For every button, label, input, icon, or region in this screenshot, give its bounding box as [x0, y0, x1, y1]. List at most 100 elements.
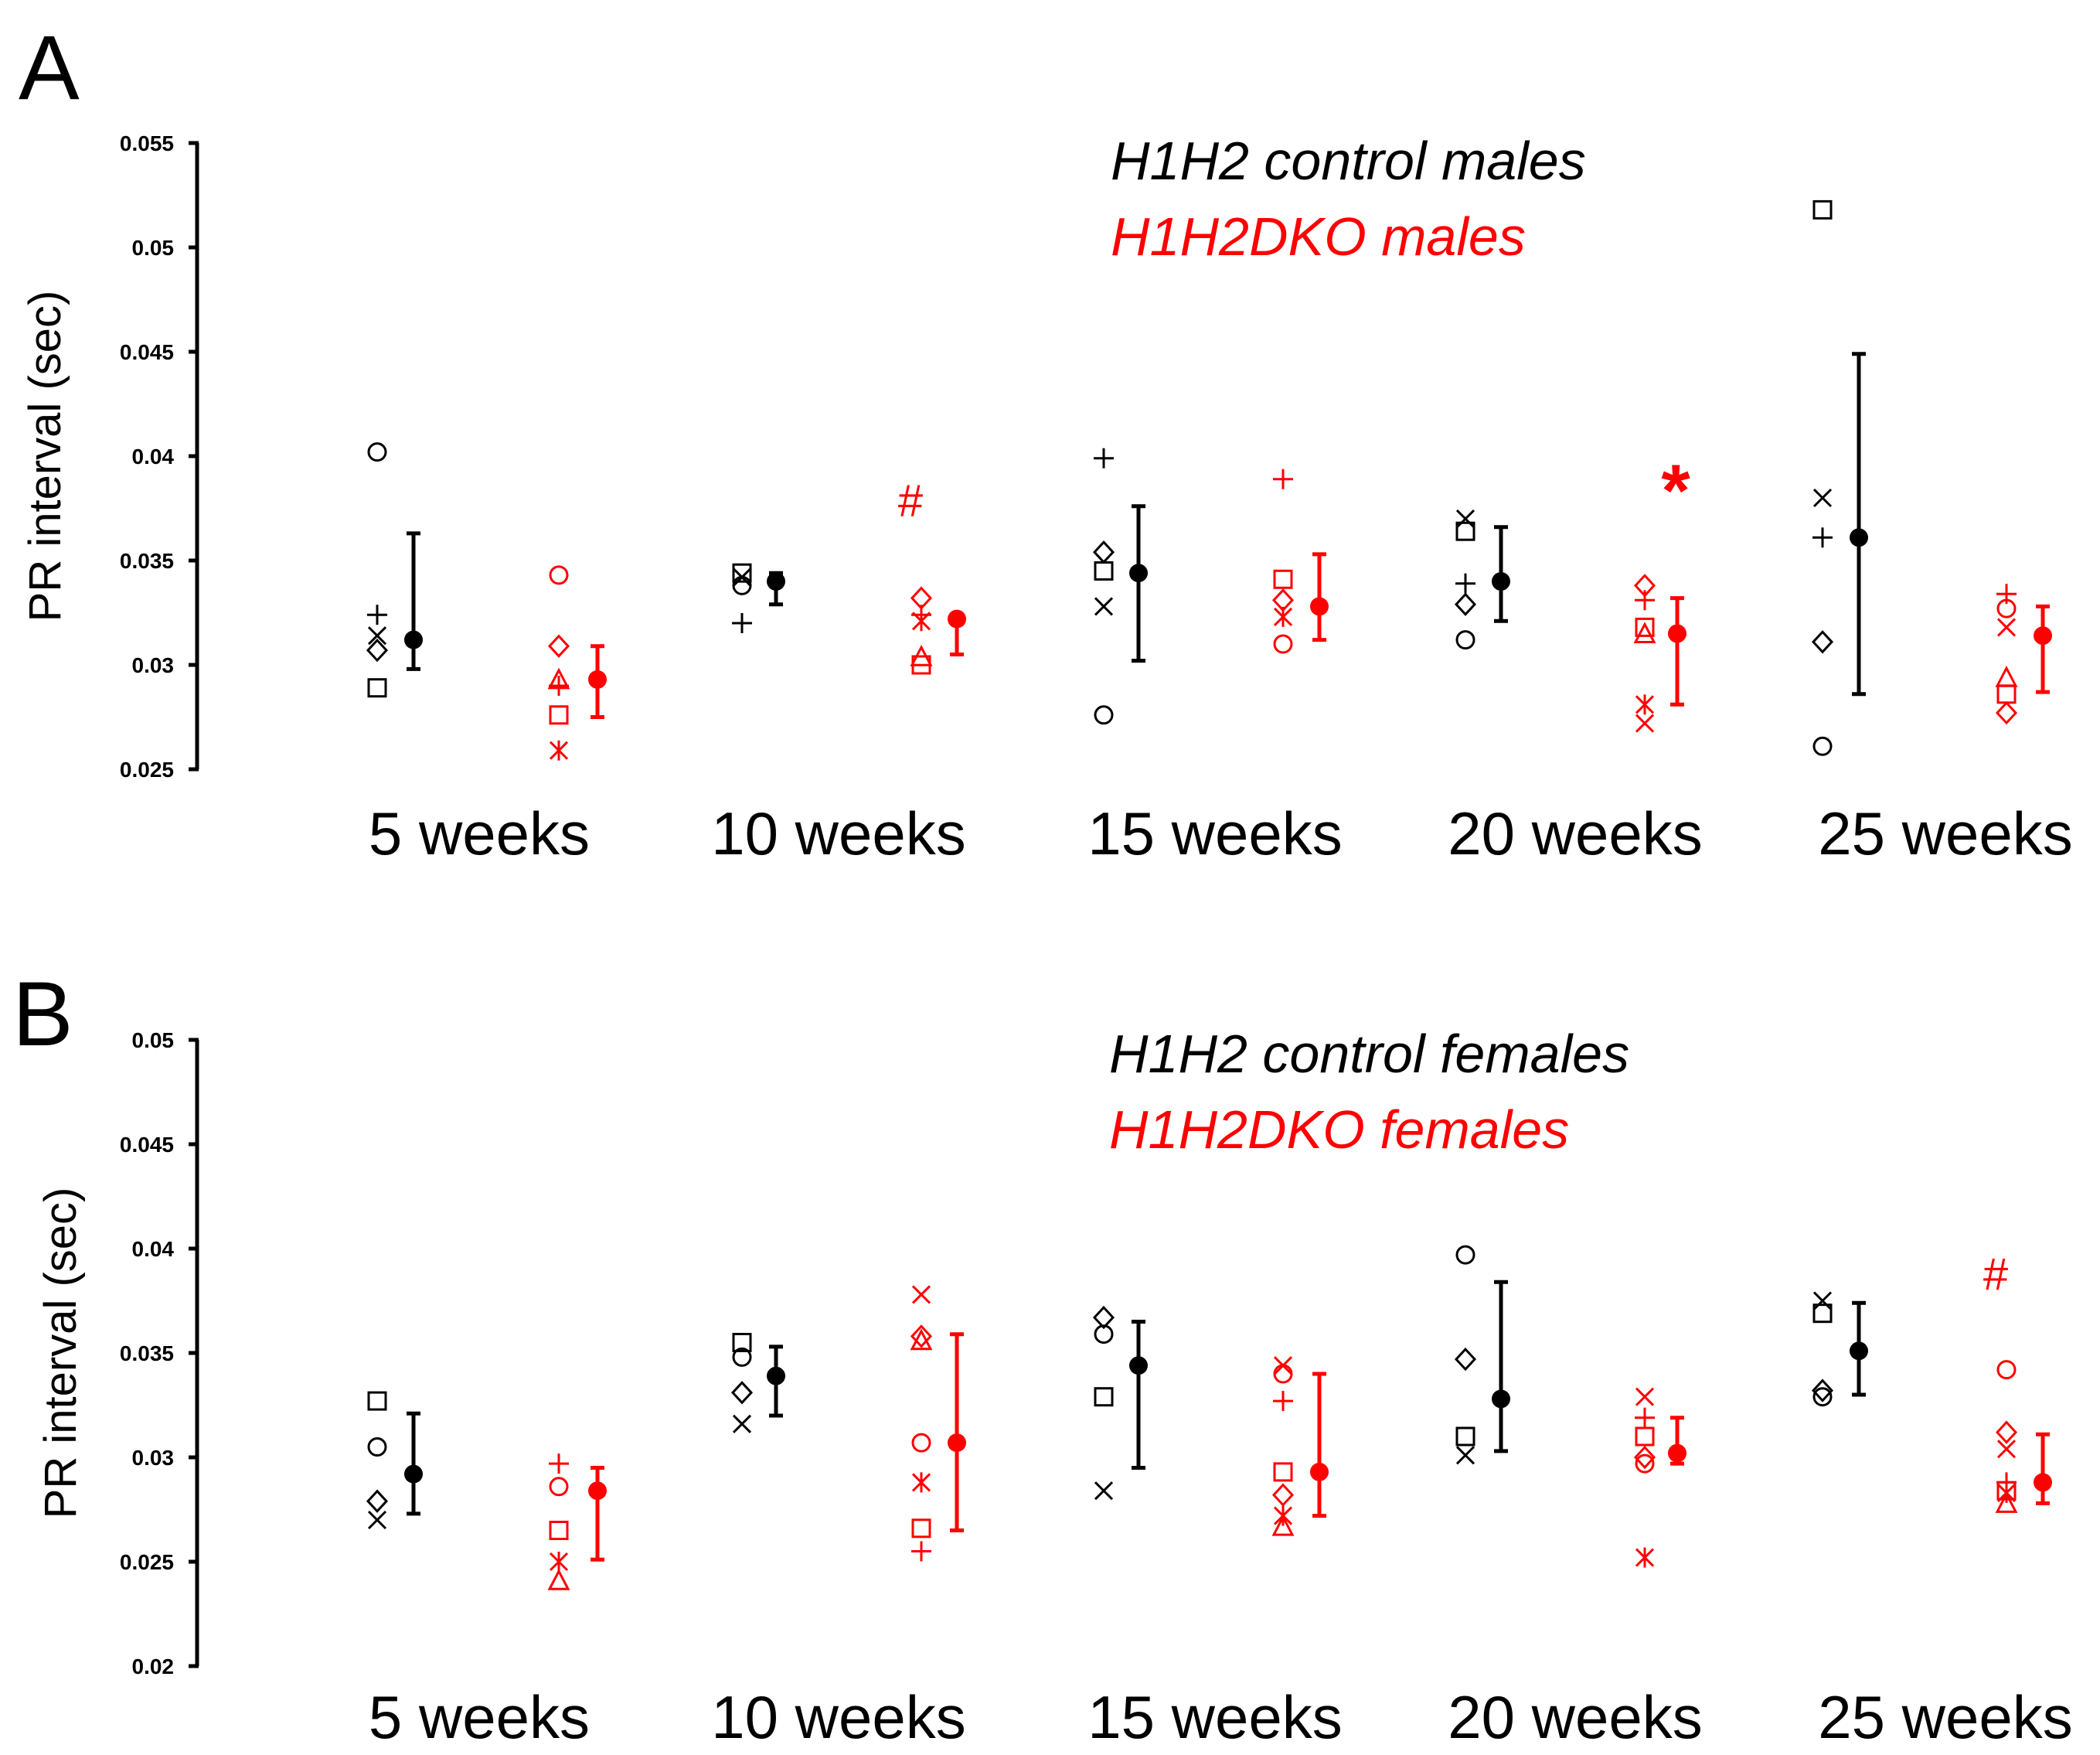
data-point-diamond [366, 1489, 389, 1513]
data-point-diamond [547, 634, 570, 658]
panel-a-x-labels: 5 weeks 10 weeks 15 weeks 20 weeks 25 weeks [369, 799, 2073, 867]
data-point-square [1812, 1303, 1833, 1324]
y-tick-label: 0.02 [132, 1654, 175, 1678]
mean-dot [1310, 597, 1329, 616]
y-tick-label: 0.025 [120, 1550, 174, 1574]
panel-b-legend-dko: H1H2DKO females [1109, 1099, 1569, 1160]
mean-dot [588, 1481, 607, 1501]
panel-b-marks: # [366, 1245, 2052, 1590]
x-category-label: 20 weeks [1448, 799, 1703, 867]
mean-dot [948, 609, 966, 629]
panel-a-y-axis-label: PR interval (sec) [20, 291, 70, 622]
mean-dot [1850, 1341, 1868, 1361]
panel-b-x-labels: 5 weeks 10 weeks 15 weeks 20 weeks 25 weeks [369, 1683, 2073, 1751]
panel-a-legend-dko: H1H2DKO males [1111, 206, 1526, 267]
y-tick-label: 0.035 [120, 549, 174, 573]
data-point-square [1635, 1426, 1655, 1447]
data-point-square [732, 1333, 752, 1352]
data-point-circle [1996, 1360, 2017, 1380]
data-point-diamond [1995, 700, 2018, 725]
data-point-circle [1094, 705, 1114, 725]
y-tick-label: 0.05 [132, 1028, 175, 1052]
data-point-square [1273, 1462, 1293, 1482]
data-point-square [367, 1391, 387, 1411]
panel-a: A PR interval (sec) H1H2 control males H… [19, 17, 2073, 867]
data-point-square [732, 563, 752, 583]
data-point-plus [911, 1541, 931, 1562]
data-point-x [1996, 1440, 2017, 1459]
mean-dot [2034, 626, 2052, 646]
data-point-circle [1273, 1364, 1293, 1384]
panel-a-letter: A [19, 17, 80, 119]
data-point-square [1812, 199, 1833, 220]
data-point-diamond [1092, 1305, 1115, 1330]
data-point-x [1812, 488, 1833, 508]
y-tick-label: 0.045 [120, 1133, 174, 1157]
data-point-x [367, 1510, 387, 1530]
data-point-circle [732, 1347, 752, 1367]
panel-b: B PR interval (sec) H1H2 control females… [12, 963, 2073, 1751]
mean-dot [1310, 1462, 1329, 1481]
data-point-x [1812, 1291, 1833, 1310]
panel-b-y-ticks: 0.02 0.025 0.03 0.035 0.04 0.045 0.05 [120, 1028, 199, 1678]
y-tick-label: 0.05 [132, 236, 175, 260]
mean-dot [1850, 528, 1868, 547]
significance-hash: # [1983, 1249, 2008, 1300]
data-point-square [1094, 561, 1114, 581]
data-point-plus [549, 676, 569, 696]
data-point-asterisk [1635, 694, 1655, 715]
x-category-label: 10 weeks [711, 1683, 966, 1751]
data-point-diamond [1454, 1347, 1477, 1372]
data-point-triangle [1995, 1491, 2018, 1513]
data-point-square [1094, 1387, 1114, 1407]
data-point-diamond [910, 1324, 933, 1348]
panel-a-marks: # * [366, 199, 2052, 761]
mean-dot [404, 1464, 423, 1484]
data-point-x [1455, 509, 1475, 529]
mean-dot [767, 1366, 785, 1385]
data-point-x [1635, 1387, 1655, 1406]
data-point-square [549, 705, 569, 725]
data-point-triangle [1271, 1514, 1295, 1536]
data-point-asterisk [1273, 606, 1293, 627]
data-point-asterisk [911, 611, 931, 632]
data-point-x [1094, 597, 1114, 616]
x-category-label: 25 weeks [1818, 1683, 2073, 1751]
data-point-plus [1273, 469, 1293, 489]
y-tick-label: 0.03 [132, 1446, 175, 1470]
mean-dot [1492, 1389, 1510, 1409]
y-tick-label: 0.04 [132, 445, 175, 469]
data-point-diamond [1995, 1420, 2018, 1444]
panel-b-legend-control: H1H2 control females [1109, 1024, 1629, 1084]
data-point-diamond [1811, 1378, 1834, 1402]
data-point-circle [1455, 1245, 1475, 1265]
data-point-plus [732, 613, 752, 633]
data-point-x [367, 626, 387, 646]
x-category-label: 20 weeks [1448, 1683, 1703, 1751]
data-point-square [911, 1518, 931, 1539]
mean-dot [1668, 1443, 1686, 1463]
data-point-plus [1812, 527, 1833, 548]
panel-b-y-axis-label: PR interval (sec) [36, 1188, 86, 1519]
data-point-square [1455, 1426, 1475, 1447]
data-point-diamond [1811, 630, 1834, 654]
data-point-circle [1635, 1453, 1655, 1474]
data-point-x [911, 1285, 931, 1304]
data-point-x [1996, 618, 2017, 637]
data-point-asterisk [911, 1472, 931, 1493]
data-point-asterisk [549, 740, 569, 761]
y-tick-label: 0.03 [132, 653, 175, 677]
x-category-label: 15 weeks [1087, 1683, 1343, 1751]
mean-dot [588, 670, 607, 689]
data-point-plus [1635, 590, 1655, 611]
mean-dot [767, 572, 785, 591]
data-point-plus [1273, 1391, 1293, 1412]
panel-a-y-ticks: 0.025 0.03 0.035 0.04 0.045 0.05 0.055 [120, 131, 199, 782]
data-point-plus [1094, 448, 1114, 469]
x-category-label: 5 weeks [369, 1683, 590, 1751]
x-category-label: 5 weeks [369, 799, 590, 867]
data-point-triangle [910, 1328, 933, 1351]
data-point-x [732, 1414, 752, 1433]
data-point-square [1455, 521, 1475, 541]
